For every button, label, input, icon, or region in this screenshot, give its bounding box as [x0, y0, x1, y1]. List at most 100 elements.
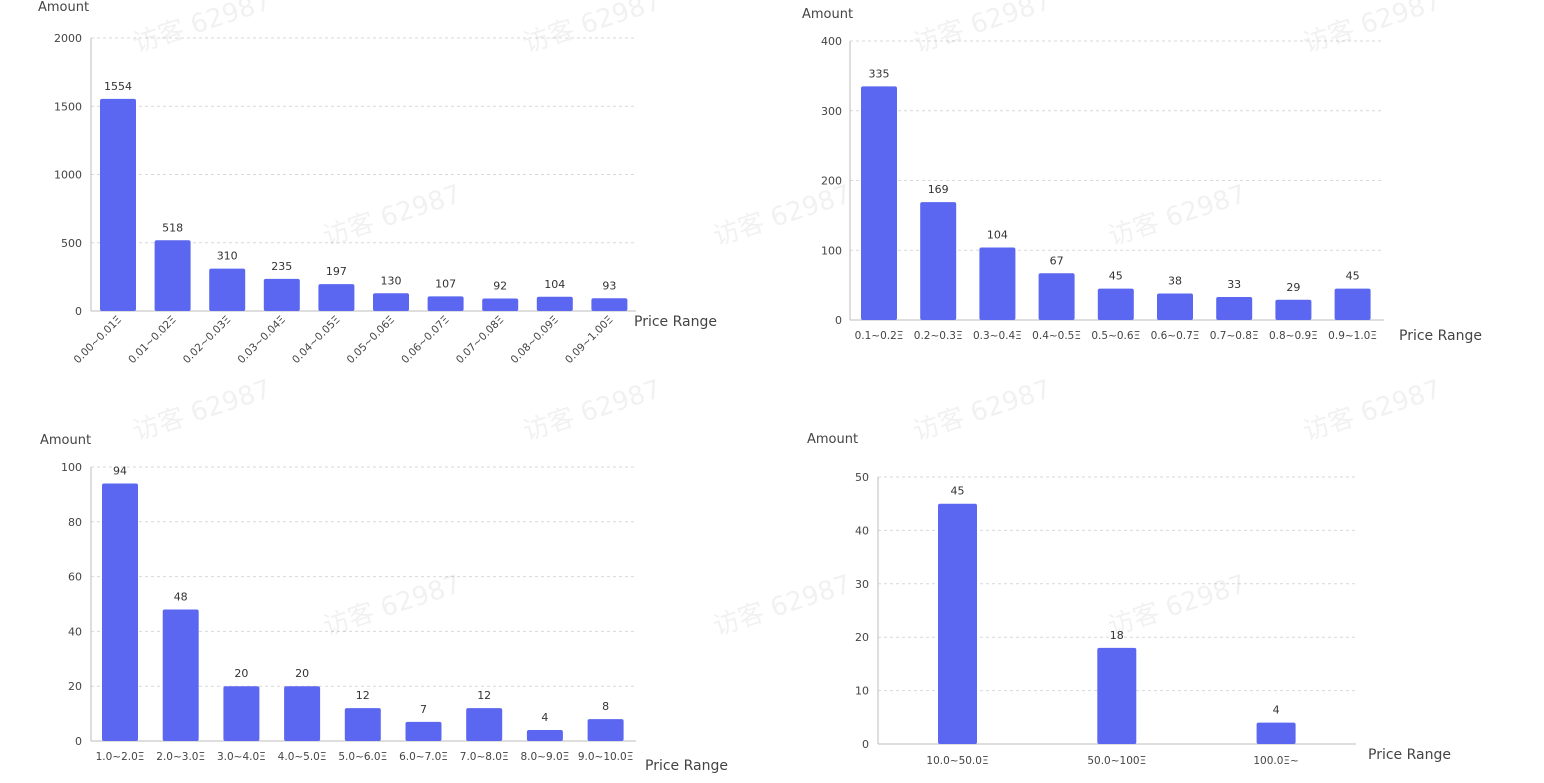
y-axis-title: Amount — [40, 433, 91, 448]
x-tick-label: 2.0~3.0Ξ — [156, 751, 205, 763]
y-tick-label: 40 — [855, 524, 869, 537]
x-tick-label: 0.9~1.0Ξ — [1328, 330, 1377, 342]
x-tick-label: 0.8~0.9Ξ — [1269, 330, 1318, 342]
bar-value-label: 4 — [1273, 704, 1280, 717]
bar-value-label: 104 — [544, 278, 565, 291]
bar-value-label: 93 — [602, 279, 616, 292]
bar-value-label: 45 — [951, 485, 965, 498]
y-tick-label: 500 — [61, 237, 82, 250]
bar — [861, 86, 897, 321]
y-tick-label: 1500 — [54, 100, 82, 113]
x-tick-label: 3.0~4.0Ξ — [217, 751, 266, 763]
bar — [100, 98, 136, 311]
bar-value-label: 335 — [869, 67, 890, 80]
x-tick-label: 0.01~0.02Ξ — [126, 314, 178, 366]
bar — [1275, 299, 1312, 320]
bar-value-label: 29 — [1286, 281, 1300, 294]
x-tick-label: 0.02~0.03Ξ — [181, 314, 233, 366]
bar — [1097, 647, 1137, 744]
bar — [1038, 273, 1075, 320]
bar — [223, 686, 260, 741]
bar-value-label: 92 — [493, 279, 507, 292]
bar — [209, 268, 246, 311]
x-axis-title: Price Range — [1399, 328, 1482, 344]
x-tick-label: 100.0Ξ~ — [1253, 755, 1299, 767]
y-tick-label: 2000 — [54, 32, 82, 45]
y-tick-label: 0 — [862, 738, 869, 751]
bar — [1334, 288, 1371, 320]
bar-value-label: 33 — [1227, 278, 1241, 291]
bar — [1157, 293, 1193, 320]
x-tick-label: 0.3~0.4Ξ — [973, 330, 1022, 342]
x-tick-label: 50.0~100Ξ — [1087, 755, 1146, 767]
bar — [587, 719, 624, 741]
bar — [427, 296, 464, 311]
y-tick-label: 80 — [68, 516, 82, 529]
bar — [536, 296, 573, 311]
bar-value-label: 20 — [295, 667, 309, 680]
bar-value-label: 310 — [217, 250, 238, 263]
y-tick-label: 60 — [68, 571, 82, 584]
bar — [979, 247, 1016, 320]
x-tick-label: 0.00~0.01Ξ — [72, 314, 124, 366]
bar-value-label: 67 — [1050, 254, 1064, 267]
bar-value-label: 38 — [1168, 274, 1182, 287]
y-tick-label: 0 — [75, 305, 82, 318]
x-tick-label: 5.0~6.0Ξ — [338, 751, 387, 763]
bar-value-label: 20 — [234, 667, 248, 680]
bar-value-label: 12 — [477, 689, 491, 702]
y-tick-label: 20 — [68, 680, 82, 693]
bar-value-label: 12 — [356, 689, 370, 702]
x-tick-label: 0.06~0.07Ξ — [399, 314, 451, 366]
x-tick-label: 0.08~0.09Ξ — [508, 314, 560, 366]
bar-value-label: 7 — [420, 703, 427, 716]
bar — [373, 293, 409, 311]
x-tick-label: 0.07~0.08Ξ — [454, 314, 506, 366]
x-tick-label: 0.09~1.00Ξ — [563, 314, 615, 366]
y-tick-label: 50 — [855, 471, 869, 484]
y-axis-title: Amount — [38, 0, 89, 15]
y-axis-title: Amount — [807, 432, 858, 447]
x-tick-label: 0.2~0.3Ξ — [914, 330, 963, 342]
y-tick-label: 100 — [61, 461, 82, 474]
bar — [938, 503, 977, 744]
bar-value-label: 45 — [1346, 270, 1360, 283]
bar-value-label: 48 — [174, 590, 188, 603]
bar — [263, 278, 300, 311]
x-axis-title: Price Range — [634, 314, 717, 330]
bar-value-label: 45 — [1109, 270, 1123, 283]
y-tick-label: 200 — [821, 175, 842, 188]
y-tick-label: 400 — [821, 35, 842, 48]
x-tick-label: 0.04~0.05Ξ — [290, 314, 342, 366]
x-tick-label: 0.1~0.2Ξ — [855, 330, 904, 342]
x-tick-label: 10.0~50.0Ξ — [926, 755, 988, 767]
bar-value-label: 8 — [602, 700, 609, 713]
bar-value-label: 518 — [162, 221, 183, 234]
bar — [1216, 296, 1253, 320]
bar — [154, 240, 191, 311]
x-tick-label: 0.7~0.8Ξ — [1210, 330, 1259, 342]
bar-value-label: 18 — [1110, 629, 1124, 642]
x-tick-label: 0.5~0.6Ξ — [1091, 330, 1140, 342]
bar — [1256, 722, 1296, 744]
bar — [162, 609, 199, 741]
bar — [482, 298, 519, 311]
y-tick-label: 10 — [855, 685, 869, 698]
y-tick-label: 300 — [821, 105, 842, 118]
bar — [284, 686, 321, 741]
y-tick-label: 20 — [855, 631, 869, 644]
bar — [344, 708, 381, 741]
x-tick-label: 9.0~10.0Ξ — [578, 751, 634, 763]
y-tick-label: 0 — [75, 735, 82, 748]
bar-value-label: 130 — [381, 274, 402, 287]
bar-value-label: 169 — [928, 183, 949, 196]
x-tick-label: 0.05~0.06Ξ — [345, 314, 397, 366]
bar-value-label: 107 — [435, 277, 456, 290]
bar — [591, 298, 628, 311]
y-tick-label: 30 — [855, 578, 869, 591]
bar-value-label: 104 — [987, 228, 1008, 241]
y-tick-label: 1000 — [54, 169, 82, 182]
bar — [526, 730, 563, 741]
